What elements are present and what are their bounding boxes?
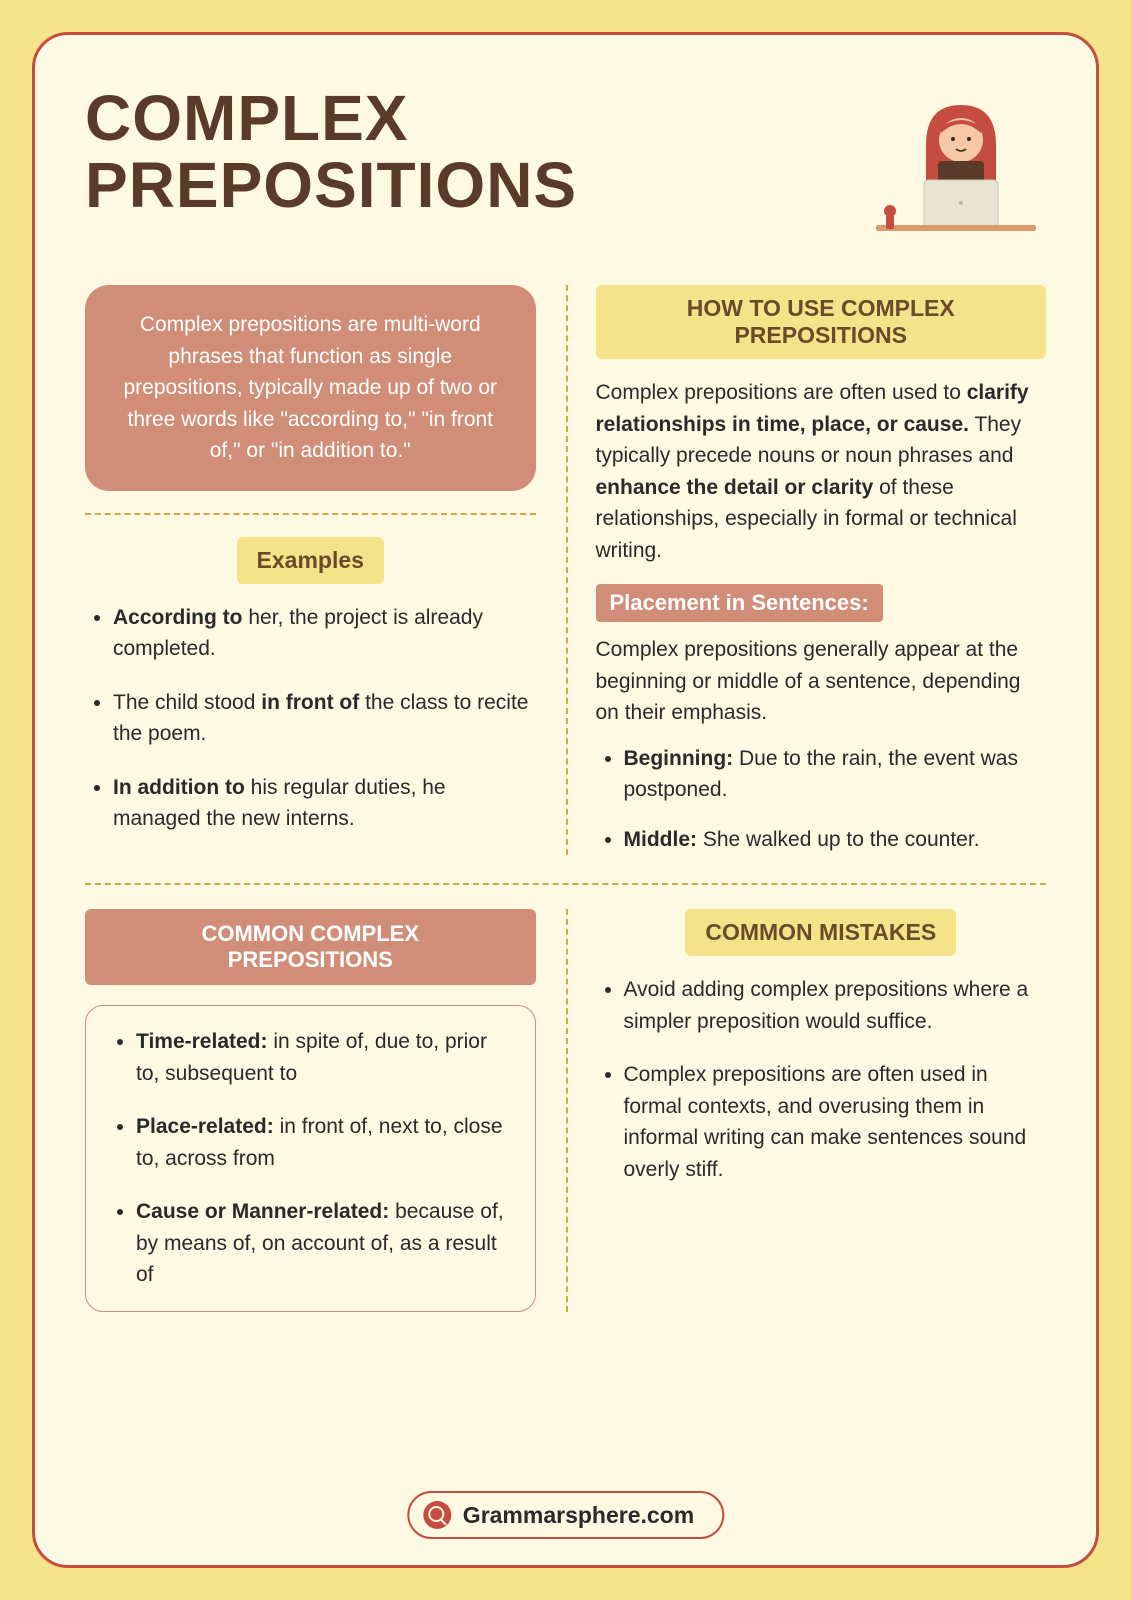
content-grid-bottom: COMMON COMPLEX PREPOSITIONS Time-related… [85, 909, 1046, 1312]
placement-list: Beginning: Due to the rain, the event wa… [596, 743, 1047, 856]
examples-heading: Examples [237, 537, 384, 584]
footer-brand: Grammarsphere.com [463, 1502, 694, 1529]
header-row: COMPLEX PREPOSITIONS [85, 85, 1046, 245]
horizontal-divider-full [85, 883, 1046, 885]
horizontal-divider [85, 513, 536, 515]
footer-pill: Grammarsphere.com [407, 1491, 724, 1539]
common-prepositions-list: Time-related: in spite of, due to, prior… [108, 1026, 513, 1291]
bottom-left-column: COMMON COMPLEX PREPOSITIONS Time-related… [85, 909, 566, 1312]
common-prepositions-heading: COMMON COMPLEX PREPOSITIONS [85, 909, 536, 985]
top-left-column: Complex prepositions are multi-word phra… [85, 285, 566, 855]
top-right-column: HOW TO USE COMPLEX PREPOSITIONS Complex … [566, 285, 1047, 855]
search-icon [423, 1501, 451, 1529]
list-item: Beginning: Due to the rain, the event wa… [624, 743, 1047, 806]
infographic-card: COMPLEX PREPOSITIONS Complex prepos [32, 32, 1099, 1568]
person-laptop-illustration [866, 85, 1046, 245]
list-item: In addition to his regular duties, he ma… [113, 772, 536, 835]
placement-heading: Placement in Sentences: [596, 584, 883, 622]
placement-intro: Complex prepositions generally appear at… [596, 634, 1047, 729]
list-item: Time-related: in spite of, due to, prior… [136, 1026, 513, 1089]
vertical-divider [566, 285, 568, 855]
list-item: The child stood in front of the class to… [113, 687, 536, 750]
vertical-divider [566, 909, 568, 1312]
howto-paragraph: Complex prepositions are often used to c… [596, 377, 1047, 566]
mistakes-heading: COMMON MISTAKES [685, 909, 956, 956]
mistakes-list: Avoid adding complex prepositions where … [596, 974, 1047, 1185]
list-item: Cause or Manner-related: because of, by … [136, 1196, 513, 1291]
content-grid-top: Complex prepositions are multi-word phra… [85, 285, 1046, 855]
list-item: Place-related: in front of, next to, clo… [136, 1111, 513, 1174]
common-prepositions-box: Time-related: in spite of, due to, prior… [85, 1005, 536, 1312]
bottom-right-column: COMMON MISTAKES Avoid adding complex pre… [566, 909, 1047, 1312]
examples-list: According to her, the project is already… [85, 602, 536, 835]
howto-heading: HOW TO USE COMPLEX PREPOSITIONS [596, 285, 1047, 359]
list-item: Avoid adding complex prepositions where … [624, 974, 1047, 1037]
page-title: COMPLEX PREPOSITIONS [85, 85, 866, 219]
list-item: Complex prepositions are often used in f… [624, 1059, 1047, 1185]
list-item: According to her, the project is already… [113, 602, 536, 665]
definition-box: Complex prepositions are multi-word phra… [85, 285, 536, 491]
list-item: Middle: She walked up to the counter. [624, 824, 1047, 856]
